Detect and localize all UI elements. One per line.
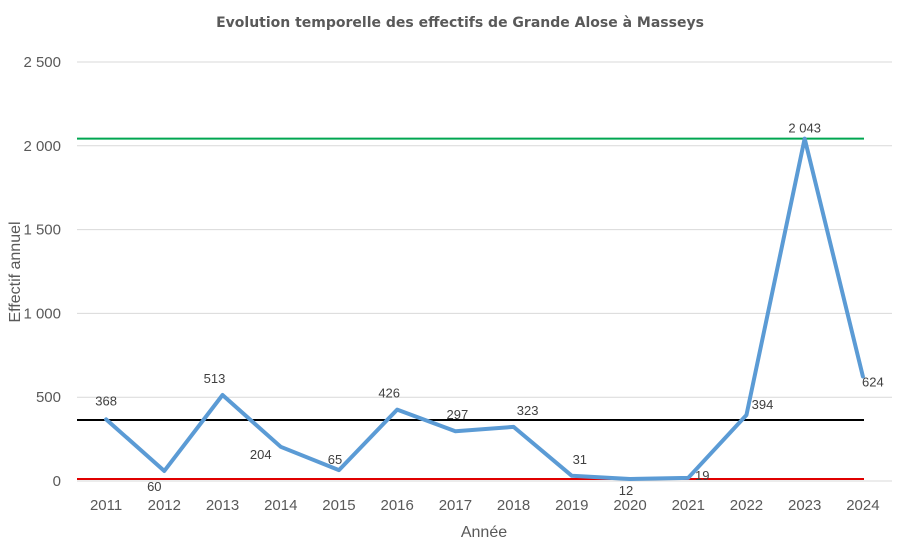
- x-tick-label: 2017: [439, 497, 472, 514]
- y-tick-label: 2 500: [23, 54, 61, 71]
- reference-lines: [77, 137, 864, 480]
- y-tick-label: 1 500: [23, 222, 61, 239]
- y-axis-ticks: 0 500 1 000 1 500 2 000 2 500: [23, 54, 61, 490]
- data-label: 204: [250, 447, 272, 462]
- data-label: 394: [752, 397, 774, 412]
- y-tick-label: 1 000: [23, 305, 61, 322]
- x-tick-label: 2019: [555, 497, 588, 514]
- data-label: 624: [862, 374, 884, 389]
- series-lines: [104, 136, 865, 481]
- x-tick-label: 2018: [497, 497, 530, 514]
- x-tick-label: 2020: [613, 497, 646, 514]
- x-tick-label: 2021: [672, 497, 705, 514]
- data-label: 426: [378, 386, 400, 401]
- x-tick-label: 2011: [90, 497, 122, 514]
- y-tick-label: 500: [36, 389, 61, 406]
- data-label: 513: [204, 371, 226, 386]
- x-tick-label: 2016: [380, 497, 413, 514]
- x-tick-label: 2015: [322, 497, 355, 514]
- data-label: 31: [573, 452, 587, 467]
- x-tick-label: 2014: [264, 497, 297, 514]
- data-label: 2 043: [788, 121, 821, 136]
- x-tick-label: 2013: [206, 497, 239, 514]
- data-label: 368: [95, 393, 117, 408]
- series-line: [104, 136, 865, 481]
- x-tick-label: 2024: [846, 497, 879, 514]
- x-tick-label: 2012: [148, 497, 181, 514]
- data-label: 65: [328, 452, 342, 467]
- data-label: 297: [447, 407, 469, 422]
- x-tick-label: 2023: [788, 497, 821, 514]
- data-label: 12: [619, 483, 633, 498]
- x-axis-ticks: 2011 2012 2013 2014 2015 2016 2017 2018 2019 2020…: [90, 497, 880, 514]
- data-label: 323: [517, 403, 539, 418]
- y-axis-title: Effectif annuel: [7, 221, 24, 322]
- y-tick-label: 0: [53, 473, 61, 490]
- data-label: 19: [695, 468, 709, 483]
- gridlines: [77, 61, 892, 482]
- y-tick-label: 2 000: [23, 138, 61, 155]
- data-labels: 368 60 513 204 65 426 297 323 31 12 19 394 2 043 624: [95, 121, 883, 498]
- x-axis-title: Année: [461, 524, 507, 541]
- data-label: 60: [147, 479, 161, 494]
- chart-title: Evolution temporelle des effectifs de Gr…: [216, 15, 704, 31]
- x-tick-label: 2022: [730, 497, 763, 514]
